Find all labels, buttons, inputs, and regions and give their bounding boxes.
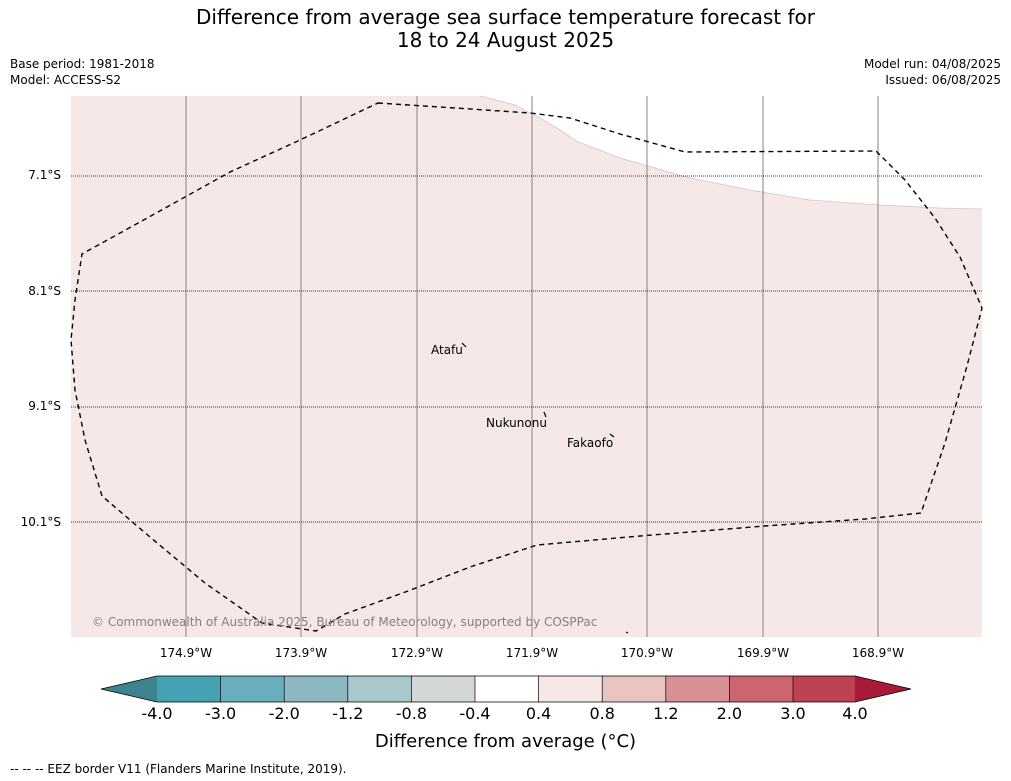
- atoll-outlines: [461, 342, 629, 634]
- colorbar-tick: -4.0: [141, 704, 173, 723]
- eez-legend-footnote: -- -- -- EEZ border V11 (Flanders Marine…: [10, 762, 347, 776]
- colorbar-tick: -0.8: [395, 704, 427, 723]
- model-run-text: Model run: 04/08/2025: [863, 57, 1001, 71]
- colorbar-segment: [538, 676, 603, 702]
- colorbar: [100, 675, 912, 703]
- colorbar-tick: 0.8: [589, 704, 615, 723]
- lon-label-171-9w: 171.9°W: [505, 646, 559, 660]
- no-data-region: [480, 96, 982, 209]
- map-title-line-2: 18 to 24 August 2025: [396, 28, 615, 52]
- colorbar-segment: [157, 676, 221, 702]
- colorbar-segment: [793, 676, 855, 702]
- meta-right: Model run: 04/08/2025 Issued: 06/08/2025: [864, 56, 1001, 88]
- colorbar-outline: [100, 675, 912, 703]
- colorbar-tick: 4.0: [842, 704, 868, 723]
- colorbar-segment: [411, 676, 475, 702]
- lon-label-168-9w: 168.9°W: [851, 646, 905, 660]
- model-text: Model: ACCESS-S2: [10, 73, 122, 87]
- place-label-atafu: Atafu: [431, 343, 463, 357]
- colorbar-segment: [220, 676, 285, 702]
- colorbar-segment: [347, 676, 412, 702]
- nukunonu-atoll-icon: [543, 411, 547, 418]
- colorbar-tick: 0.4: [525, 704, 552, 723]
- colorbar-tick: -3.0: [204, 704, 237, 723]
- atafu-atoll-icon: [461, 342, 467, 348]
- base-period-text: Base period: 1981-2018: [10, 57, 155, 71]
- lat-label-7-1s: 7.1°S: [28, 168, 61, 182]
- lon-label-169-9w: 169.9°W: [736, 646, 790, 660]
- island-marker-icon: [625, 631, 629, 634]
- colorbar-tick: 1.2: [653, 704, 679, 723]
- lon-label-170-9w: 170.9°W: [620, 646, 674, 660]
- meta-left: Base period: 1981-2018 Model: ACCESS-S2: [10, 56, 155, 88]
- lat-label-9-1s: 9.1°S: [28, 399, 61, 413]
- colorbar-segment: [729, 676, 793, 702]
- lat-label-10-1s: 10.1°S: [20, 515, 61, 529]
- lat-label-8-1s: 8.1°S: [28, 284, 61, 298]
- issued-text: Issued: 06/08/2025: [885, 73, 1001, 87]
- colorbar-low-extension: [101, 676, 157, 702]
- colorbar-segment: [665, 676, 730, 702]
- fakaofo-atoll-icon: [609, 433, 615, 438]
- colorbar-tick: -1.2: [332, 704, 364, 723]
- lon-label-174-9w: 174.9°W: [159, 646, 213, 660]
- copyright-text: © Commonwealth of Australia 2025, Bureau…: [92, 615, 598, 629]
- colorbar-segment: [602, 676, 666, 702]
- place-label-fakaofo: Fakaofo: [567, 436, 614, 450]
- lon-label-173-9w: 173.9°W: [274, 646, 328, 660]
- colorbar-label: Difference from average (°C): [374, 731, 637, 752]
- colorbar-segment: [475, 676, 539, 702]
- eez-border: [70, 102, 983, 632]
- colorbar-high-extension: [855, 676, 911, 702]
- no-data-edge: [479, 95, 983, 210]
- colorbar-tick: -2.0: [268, 704, 300, 723]
- map-title-line-1: Difference from average sea surface temp…: [195, 5, 815, 29]
- colorbar-tick: 3.0: [780, 704, 806, 723]
- colorbar-tick: 2.0: [716, 704, 743, 723]
- colorbar-segment: [284, 676, 348, 702]
- longitude-gridlines: [185, 96, 879, 637]
- lon-label-172-9w: 172.9°W: [390, 646, 444, 660]
- map-title: Difference from average sea surface temp…: [0, 6, 1011, 52]
- colorbar-tick: -0.4: [459, 704, 491, 723]
- place-label-nukunonu: Nukunonu: [486, 416, 547, 430]
